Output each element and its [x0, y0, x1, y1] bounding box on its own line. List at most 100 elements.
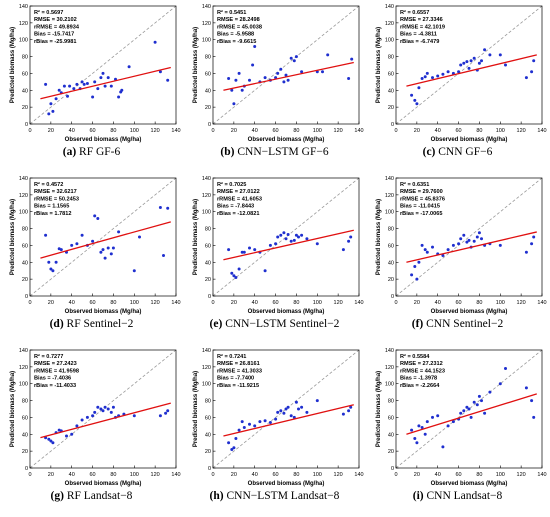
x-tick-label: 120 [151, 472, 160, 478]
data-point [276, 235, 280, 239]
data-point [480, 59, 483, 63]
data-point [467, 407, 471, 411]
x-tick-label: 140 [537, 128, 546, 134]
data-point [457, 70, 461, 74]
data-point [462, 233, 466, 237]
data-point [99, 250, 103, 254]
data-point [279, 67, 283, 71]
stats-annotation: R² = 0.5697 [34, 9, 63, 16]
stats-annotation: RMSE = 30.2102 [34, 17, 77, 23]
data-point [420, 243, 424, 247]
data-point [305, 237, 309, 241]
y-tick-label: 60 [205, 71, 211, 77]
chart-panel-f: 0 0 20 20 40 40 60 60 80 80 100 100 120 120 140 140 Obse… [366, 172, 549, 344]
y-tick-label: 80 [22, 399, 28, 405]
x-tick-label: 40 [252, 128, 258, 134]
data-point [268, 421, 272, 424]
x-tick-label: 100 [313, 300, 322, 306]
stats-annotation: rRMSE = 41.9598 [34, 368, 79, 374]
stats-annotation: RMSE = 27.3346 [400, 17, 443, 23]
y-tick-label: 40 [388, 432, 394, 438]
y-tick-label: 0 [391, 294, 394, 300]
caption-label-a: RF GF-6 [79, 146, 121, 158]
y-tick-label: 0 [391, 122, 394, 128]
data-point [347, 239, 351, 243]
data-point [93, 410, 97, 414]
data-point [289, 239, 293, 243]
y-tick-label: 20 [388, 277, 394, 283]
data-point [276, 71, 280, 75]
data-point [103, 84, 107, 88]
data-point [230, 271, 234, 275]
data-point [117, 95, 121, 99]
data-point [106, 76, 110, 80]
y-tick-label: 120 [385, 365, 394, 371]
data-point [99, 407, 103, 411]
data-point [103, 256, 107, 260]
axes-frame [29, 5, 177, 125]
data-point [117, 230, 121, 234]
data-point [164, 411, 168, 415]
chart-panel-b: 0 0 20 20 40 40 60 60 80 80 100 100 120 120 140 140 Obse… [183, 0, 366, 172]
x-axis-label: Observed biomass (Mg/ha) [65, 309, 142, 315]
data-point [240, 88, 244, 92]
data-point [477, 231, 481, 235]
y-tick-label: 40 [388, 88, 394, 94]
caption-label-e: CNN−LSTM Sentinel−2 [225, 318, 340, 330]
regression-line [40, 402, 171, 439]
regression-line [406, 54, 537, 87]
y-tick-label: 0 [208, 122, 211, 128]
y-tick-label: 140 [19, 348, 28, 354]
data-point [258, 420, 262, 424]
y-axis-label: Predicted biomass (Mg/ha) [193, 199, 199, 275]
x-tick-label: 80 [476, 300, 482, 306]
data-point [132, 414, 136, 418]
scatter-plot: 00 20 20 40 40 60 60 80 80 100 100 120 120 140 140 Obse… [193, 348, 364, 487]
stats-annotation: rBias = -17.0065 [400, 211, 442, 217]
data-point [54, 260, 58, 264]
y-tick-label: 20 [205, 105, 211, 111]
x-tick-label: 140 [354, 472, 363, 478]
data-point [498, 243, 502, 247]
scatter-plot: 00 20 20 40 40 60 60 80 80 100 100 120 120 140 140 Obse… [376, 4, 547, 143]
data-point [488, 390, 492, 394]
stats-annotation: RMSE = 32.6217 [34, 189, 77, 195]
data-point [44, 233, 48, 237]
y-tick-label: 140 [202, 348, 211, 354]
y-tick-label: 40 [388, 260, 394, 266]
data-point [93, 80, 97, 84]
data-point [57, 88, 61, 92]
data-point [472, 400, 476, 404]
stats-annotation: R² = 0.6351 [400, 181, 429, 188]
data-point [70, 243, 74, 247]
data-point [504, 367, 507, 370]
y-axis-label: Predicted biomass (Mg/ha) [10, 371, 16, 447]
x-tick-label: 20 [414, 300, 420, 306]
data-point [66, 94, 69, 98]
data-point [51, 441, 55, 445]
data-point [263, 76, 267, 80]
y-tick-label: 20 [205, 449, 211, 455]
data-point [413, 265, 417, 268]
stats-annotation: R² = 0.7241 [217, 353, 246, 360]
x-tick-label: 140 [537, 472, 546, 478]
caption-panel-h: (h) [209, 490, 224, 502]
chart-panel-d: 0 0 20 20 40 40 60 60 80 80 100 100 120 120 140 140 Obse… [0, 172, 183, 344]
x-tick-label: 120 [517, 472, 526, 478]
stats-annotation: rRMSE = 50.2453 [34, 196, 79, 202]
y-tick-label: 80 [388, 399, 394, 405]
caption-i: (i) CNN Landsat−8 [366, 490, 549, 502]
scatter-plot: 00 20 20 40 40 60 60 80 80 100 100 120 120 140 140 Obse… [10, 348, 181, 487]
x-tick-label: 40 [435, 472, 441, 478]
caption-d: (d) RF Sentinel−2 [0, 318, 183, 330]
x-axis-label: Observed biomass (Mg/ha) [248, 481, 325, 487]
data-point [441, 72, 445, 76]
data-point [153, 40, 157, 44]
data-point [465, 60, 469, 64]
stats-annotation: Bias = 1.1565 [34, 204, 69, 210]
y-tick-label: 80 [205, 55, 211, 61]
stats-annotation: Bias = -7.4036 [34, 376, 71, 382]
data-point [44, 82, 48, 86]
data-point [232, 274, 236, 278]
data-point [96, 217, 100, 220]
